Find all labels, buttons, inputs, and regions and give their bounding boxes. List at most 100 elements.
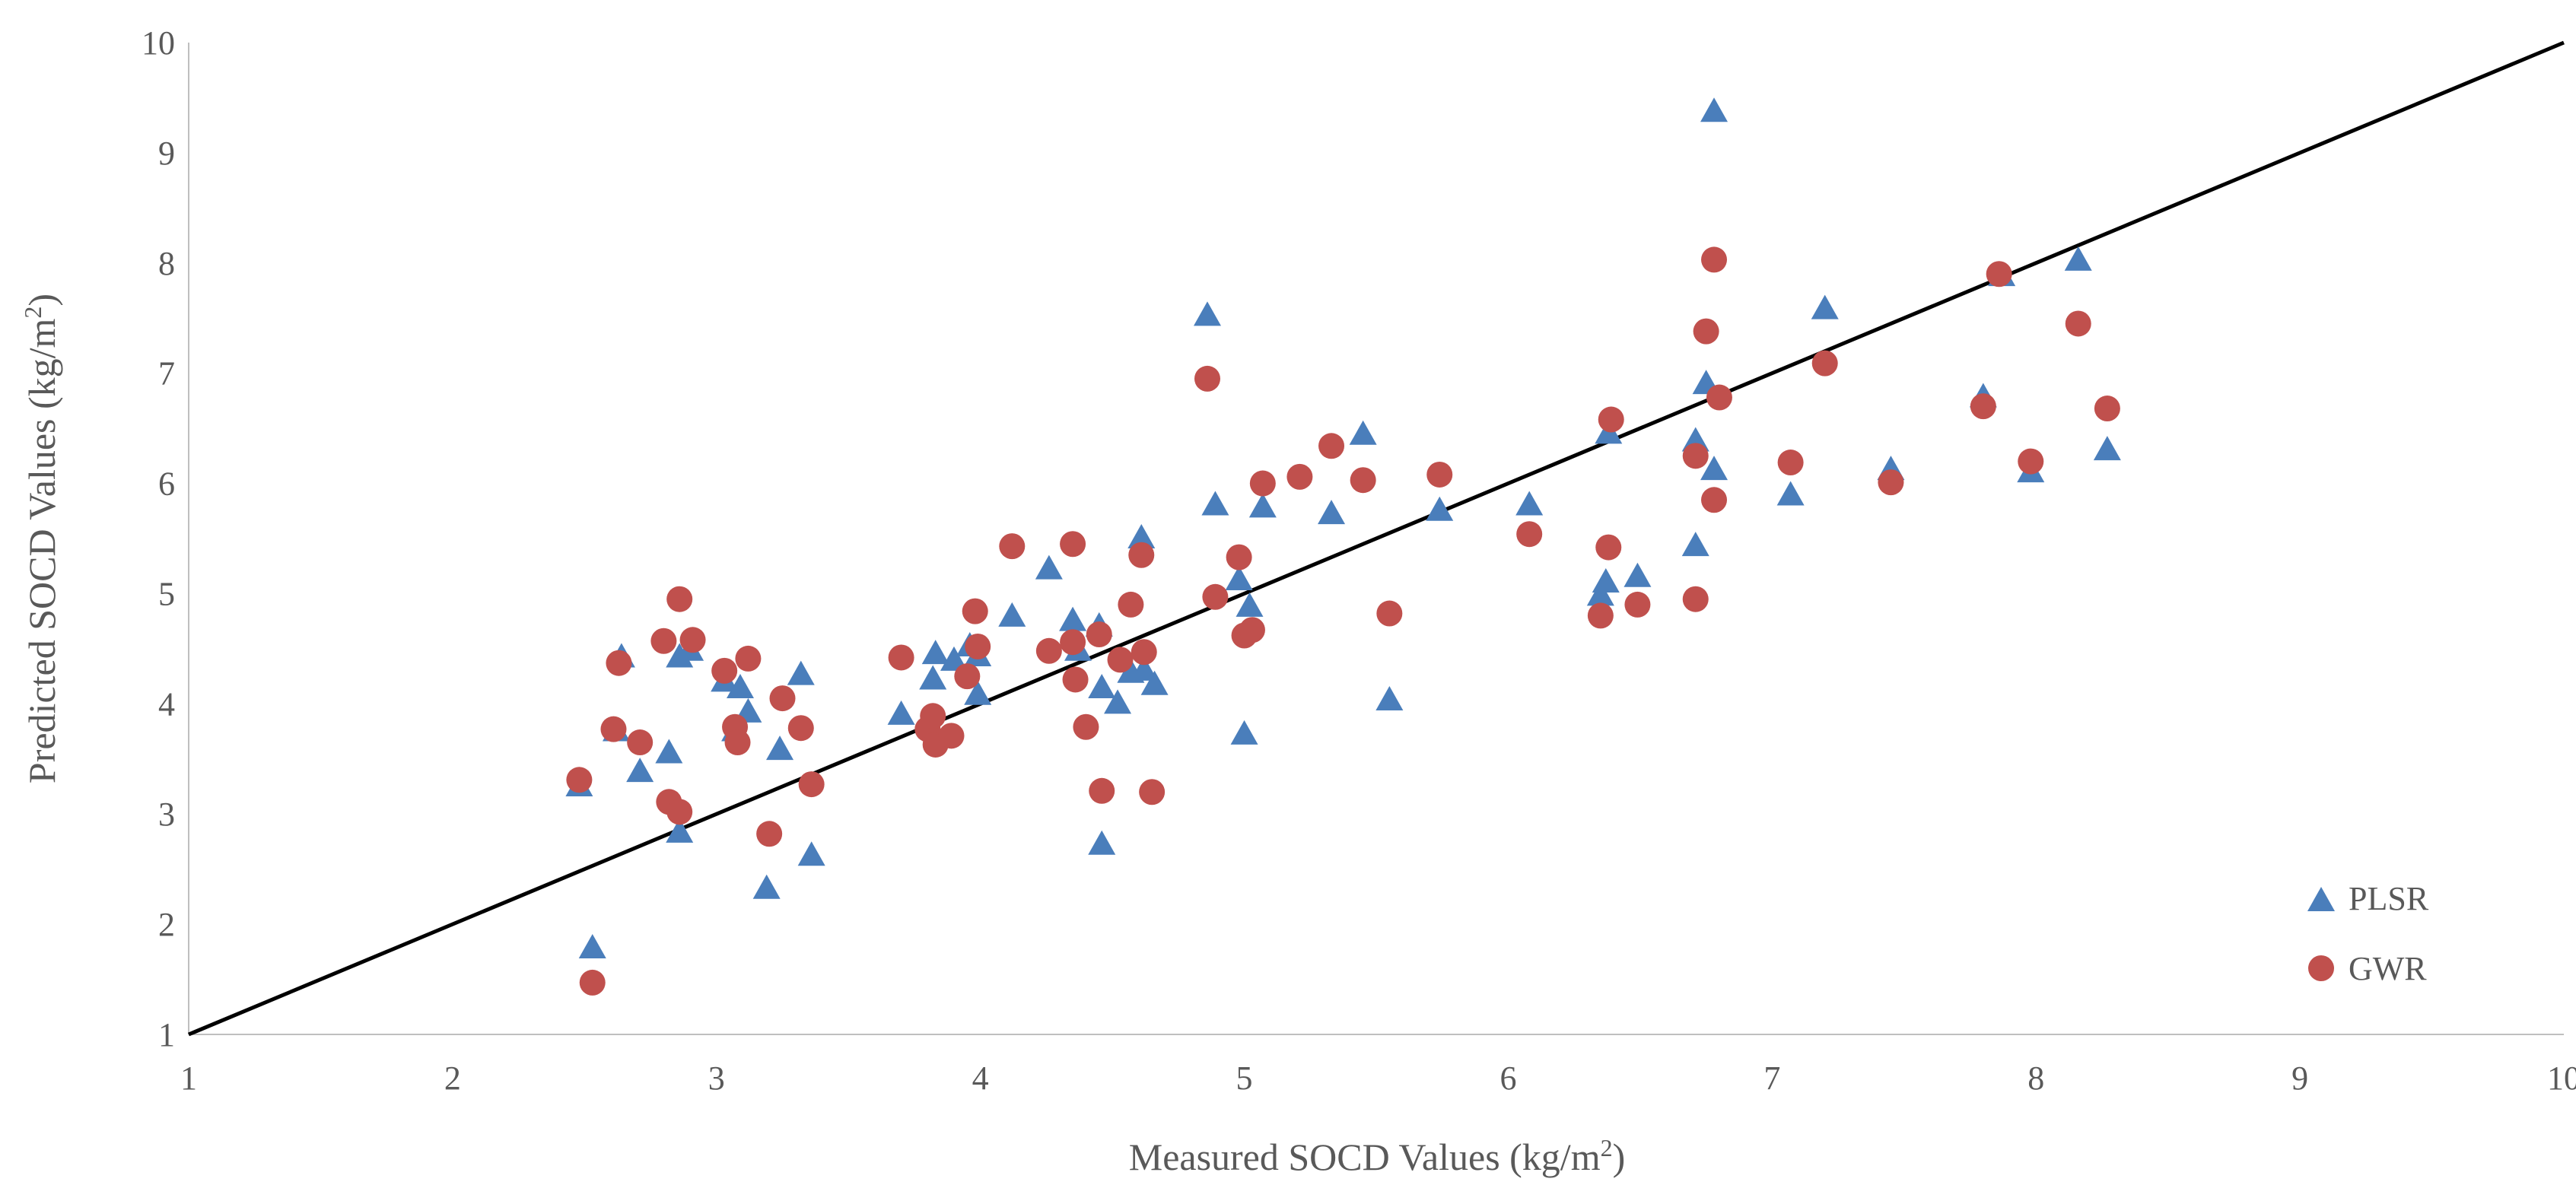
gwr-point: [1060, 531, 1086, 558]
y-tick-label: 1: [158, 1016, 175, 1053]
gwr-point: [756, 821, 783, 847]
gwr-point: [1060, 629, 1086, 656]
plsr-point: [1776, 481, 1805, 506]
gwr-point: [566, 767, 593, 793]
legend-item-plsr: PLSR: [2307, 880, 2429, 917]
y-axis: 1 2 3 4 5 6 7 8 9 10: [142, 24, 189, 1053]
x-tick-label: 10: [2547, 1060, 2576, 1097]
plsr-point: [1700, 97, 1728, 122]
gwr-point: [1587, 602, 1614, 629]
one-to-one-reference-line: [188, 40, 2565, 1037]
gwr-point: [1194, 365, 1220, 392]
plsr-point: [1035, 554, 1063, 580]
x-tick-labels: 1 2 3 4 5 6 7 8 9 10: [180, 1060, 2576, 1097]
gwr-point: [1376, 600, 1403, 627]
y-tick-label: 6: [158, 465, 175, 503]
gwr-point: [1107, 647, 1134, 673]
legend-item-gwr: GWR: [2308, 950, 2427, 987]
gwr-point: [1701, 246, 1728, 273]
gwr-point: [1128, 542, 1155, 568]
plsr-point: [1375, 685, 1404, 710]
plsr-point: [1248, 493, 1277, 518]
plsr-point: [766, 736, 794, 761]
gwr-point: [1595, 534, 1622, 561]
gwr-point: [1286, 463, 1313, 490]
gwr-point: [1426, 461, 1453, 488]
plsr-point: [1426, 496, 1454, 521]
plsr-point: [1059, 606, 1087, 631]
plsr-point: [998, 602, 1026, 627]
series-gwr: [566, 246, 2120, 996]
gwr-point: [1089, 777, 1115, 804]
x-tick-label: 1: [180, 1060, 197, 1097]
plsr-point: [1811, 294, 1839, 319]
gwr-point: [679, 627, 706, 653]
plsr-point: [752, 874, 781, 899]
gwr-point: [1118, 591, 1144, 618]
plsr-point: [1236, 592, 1264, 617]
gwr-point: [1131, 639, 1157, 666]
y-tick-label: 5: [158, 575, 175, 612]
plsr-point: [1127, 524, 1156, 548]
plsr-point: [1318, 500, 1346, 525]
x-tick-label: 6: [1499, 1060, 1516, 1097]
legend: PLSR GWR: [2307, 880, 2429, 987]
plsr-point: [787, 660, 815, 685]
gwr-point: [1318, 433, 1345, 459]
x-tick-label: 4: [972, 1060, 989, 1097]
gwr-point: [1249, 470, 1276, 497]
gwr-point: [1682, 443, 1709, 469]
gwr-point: [1878, 469, 1904, 496]
plsr-point: [1700, 456, 1728, 481]
plsr-point: [940, 646, 968, 671]
gwr-point: [1202, 583, 1229, 610]
gwr-point: [954, 663, 981, 690]
y-tick-label: 10: [142, 24, 175, 62]
gwr-point: [888, 644, 914, 671]
gwr-point: [1139, 779, 1166, 805]
gwr-point: [1970, 393, 1996, 420]
plsr-point: [964, 680, 992, 705]
plsr-point: [1349, 420, 1377, 445]
plsr-point: [1624, 562, 1652, 587]
gwr-point: [1239, 617, 1265, 643]
plsr-point: [1088, 830, 1116, 855]
plsr-point: [919, 665, 947, 690]
plsr-point: [666, 818, 694, 843]
x-tick-label: 2: [444, 1060, 461, 1097]
plsr-point: [2093, 436, 2121, 461]
gwr-point: [627, 729, 654, 756]
gwr-point: [1062, 666, 1089, 693]
plsr-point: [1225, 566, 1253, 591]
legend-circle-icon: [2308, 955, 2334, 981]
y-tick-label: 4: [158, 685, 175, 723]
y-tick-label: 3: [158, 796, 175, 833]
gwr-point: [1086, 621, 1112, 648]
gwr-point: [1350, 467, 1376, 494]
plsr-point: [797, 841, 825, 866]
gwr-point: [769, 685, 796, 712]
plsr-point: [921, 640, 949, 665]
plsr-point: [726, 674, 754, 699]
y-tick-label: 7: [158, 355, 175, 392]
gwr-point: [965, 633, 991, 659]
gwr-point: [579, 969, 606, 996]
legend-triangle-icon: [2307, 887, 2335, 911]
gwr-point: [787, 715, 814, 742]
gwr-point: [1516, 521, 1543, 548]
gwr-point: [2094, 396, 2120, 422]
series-plsr: [565, 97, 2121, 958]
gwr-point: [1624, 591, 1651, 618]
plsr-point: [1130, 656, 1158, 681]
gwr-point: [1073, 713, 1099, 740]
y-tick-label: 8: [158, 245, 175, 282]
gwr-point: [1682, 586, 1709, 612]
gwr-point: [666, 586, 693, 612]
plsr-point: [1193, 301, 1221, 326]
plsr-point: [1592, 567, 1620, 593]
plsr-point: [1140, 670, 1169, 695]
y-axis-title: Predicted SOCD Values (kg/m2): [19, 294, 63, 783]
gwr-point: [606, 650, 632, 676]
gwr-point: [999, 533, 1026, 560]
